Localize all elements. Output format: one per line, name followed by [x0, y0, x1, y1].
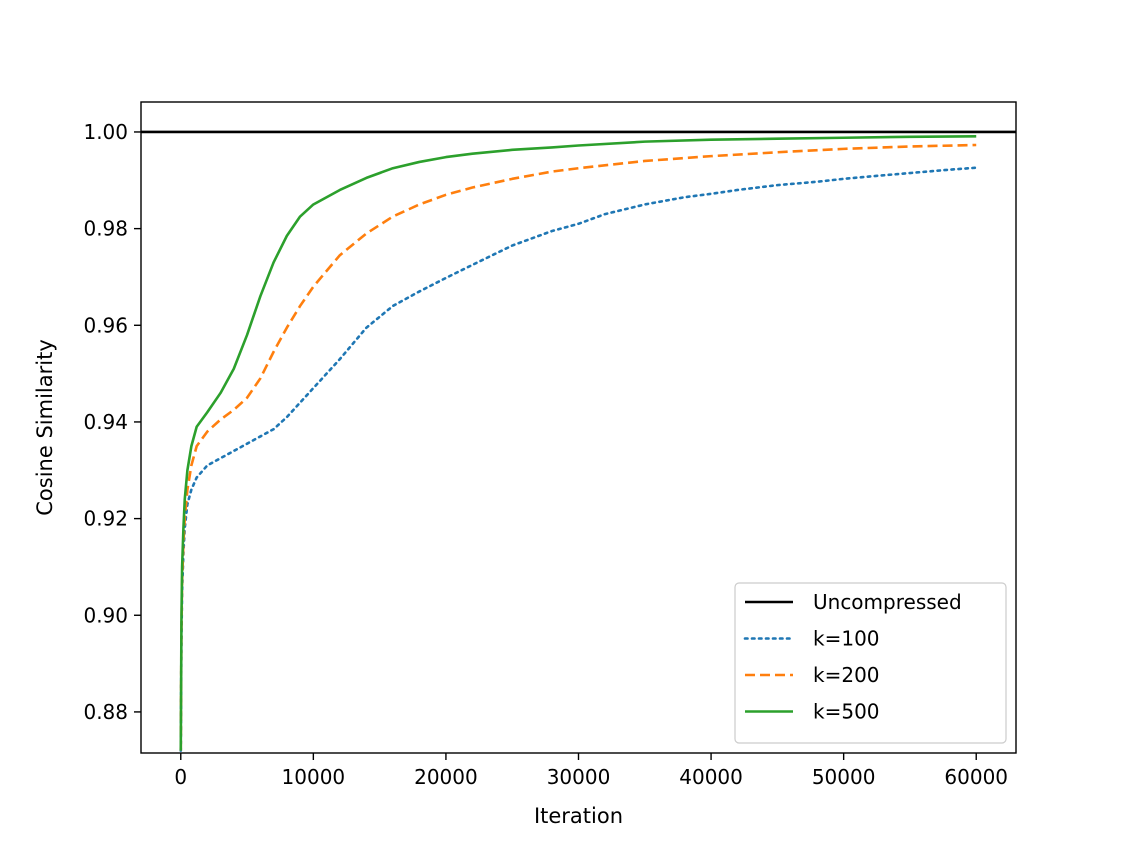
- series-line-k-200: [179, 143, 977, 751]
- x-tick-label: 20000: [414, 765, 478, 789]
- legend-label-k-100: k=100: [813, 627, 880, 651]
- x-axis-ticks: 0 10000 20000 30000 40000 50000 60000: [174, 753, 1008, 789]
- y-tick-label: 0.88: [83, 700, 128, 724]
- x-tick-label: 40000: [679, 765, 743, 789]
- y-tick-label: 1.00: [83, 120, 128, 144]
- x-tick-label: 30000: [547, 765, 611, 789]
- y-tick-label: 0.96: [83, 313, 128, 337]
- series-line-k-100: [179, 166, 978, 752]
- y-tick-label: 0.98: [83, 217, 128, 241]
- y-axis-ticks: 0.88 0.90 0.92 0.94 0.96 0.98 1.00: [83, 120, 141, 724]
- y-axis-label: Cosine Similarity: [33, 339, 57, 515]
- x-axis-label: Iteration: [534, 804, 623, 828]
- legend-label-uncompressed: Uncompressed: [813, 590, 962, 614]
- x-tick-label: 10000: [282, 765, 346, 789]
- legend-label-k-200: k=200: [813, 663, 880, 687]
- y-tick-label: 0.90: [83, 603, 128, 627]
- series-layer: [141, 130, 1016, 752]
- x-tick-label: 0: [174, 765, 187, 789]
- x-tick-label: 50000: [812, 765, 876, 789]
- legend: Uncompressed k=100 k=200 k=500: [734, 582, 1007, 744]
- series-line-k-500: [179, 135, 977, 751]
- x-tick-label: 60000: [944, 765, 1008, 789]
- y-tick-label: 0.92: [83, 507, 128, 531]
- y-tick-label: 0.94: [83, 410, 128, 434]
- legend-label-k-500: k=500: [813, 700, 880, 724]
- legend-box: [734, 582, 1007, 744]
